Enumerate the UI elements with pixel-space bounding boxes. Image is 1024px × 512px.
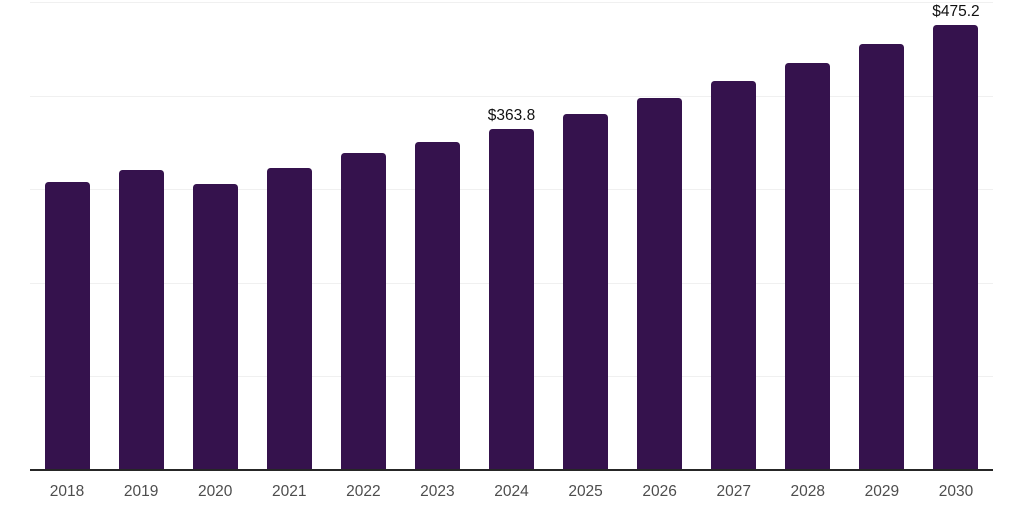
bar-2022 [340, 152, 386, 470]
x-tick-label-2025: 2025 [568, 483, 603, 500]
bar-2019 [118, 169, 164, 470]
bar-2021 [266, 168, 312, 470]
x-axis-line [30, 469, 993, 471]
gridline-400 [30, 95, 993, 97]
bar-2026 [637, 97, 683, 470]
x-tick-label-2026: 2026 [642, 483, 677, 500]
x-tick-label-2023: 2023 [420, 483, 455, 500]
x-tick-label-2030: 2030 [938, 483, 974, 500]
x-tick-label-2029: 2029 [864, 483, 900, 500]
bar-2024 [489, 129, 534, 470]
bar-2030 [933, 25, 979, 470]
x-tick-label-2022: 2022 [346, 483, 381, 500]
x-tick-label-2021: 2021 [272, 483, 307, 500]
x-tick-label-2018: 2018 [49, 483, 85, 500]
data-label-2030: $475.2 [932, 3, 980, 21]
bar-2027 [711, 80, 757, 470]
bar-2023 [414, 142, 460, 470]
bar-2029 [859, 44, 905, 470]
bar-2025 [563, 114, 609, 470]
x-tick-label-2020: 2020 [197, 483, 233, 500]
bar-2020 [192, 183, 238, 470]
bar-2018 [44, 182, 90, 470]
x-tick-label-2019: 2019 [123, 483, 159, 500]
x-tick-label-2028: 2028 [790, 483, 826, 500]
bar-2028 [785, 62, 831, 470]
gridline-500 [30, 2, 993, 3]
x-tick-label-2027: 2027 [716, 483, 751, 500]
data-label-2024: $363.8 [487, 107, 536, 125]
x-tick-label-2024: 2024 [494, 483, 529, 500]
